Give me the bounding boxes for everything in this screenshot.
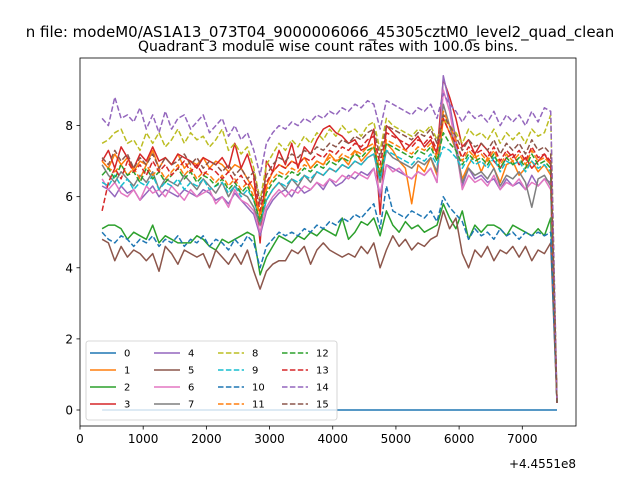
- y-tick-label: 0: [65, 404, 73, 418]
- x-tick-label: 5000: [381, 432, 412, 446]
- y-tick-label: 8: [65, 119, 73, 133]
- x-axis-offset-label: +4.4551e8: [509, 457, 576, 471]
- y-axis-ticks: 0 2 4 6 8: [65, 119, 80, 418]
- x-tick-label: 1000: [128, 432, 159, 446]
- legend-label-8: 8: [252, 349, 258, 360]
- x-tick-label: 6000: [444, 432, 475, 446]
- legend-label-13: 13: [316, 366, 329, 377]
- figure-suptitle: n file: modeM0/AS1A13_073T04_9000006066_…: [26, 23, 615, 42]
- legend-label-14: 14: [316, 383, 329, 394]
- x-tick-label: 0: [76, 432, 84, 446]
- series-line-5: [101, 210, 558, 403]
- legend-label-5: 5: [188, 366, 194, 377]
- series-line-10: [101, 185, 558, 403]
- series-line-6: [101, 89, 558, 403]
- series-line-2: [101, 203, 558, 403]
- legend-label-6: 6: [188, 383, 194, 394]
- x-axis-ticks: 0 1000 2000 3000 4000 5000 6000 7000: [76, 426, 538, 446]
- series-line-9: [101, 146, 558, 403]
- legend-box: [85, 340, 338, 421]
- series-line-14: [101, 92, 558, 403]
- legend-label-2: 2: [124, 383, 130, 394]
- legend-label-12: 12: [316, 349, 329, 360]
- y-tick-label: 6: [65, 190, 73, 204]
- legend-label-7: 7: [188, 400, 194, 411]
- chart-title: Quadrant 3 module wise count rates with …: [138, 39, 518, 55]
- y-tick-label: 2: [65, 332, 73, 346]
- legend-label-10: 10: [252, 383, 265, 394]
- legend-label-0: 0: [124, 349, 130, 360]
- series-line-15: [101, 114, 558, 403]
- series-line-13: [101, 117, 558, 403]
- x-tick-label: 7000: [507, 432, 538, 446]
- legend-label-9: 9: [252, 366, 258, 377]
- legend-label-4: 4: [188, 349, 194, 360]
- legend-label-3: 3: [124, 400, 130, 411]
- legend-label-15: 15: [316, 400, 329, 411]
- x-tick-label: 4000: [317, 432, 348, 446]
- legend-label-11: 11: [252, 400, 265, 411]
- legend-label-1: 1: [124, 366, 130, 377]
- x-tick-label: 2000: [191, 432, 222, 446]
- y-tick-label: 4: [65, 261, 73, 275]
- series-line-8: [101, 114, 558, 403]
- plot-frame: [79, 57, 577, 427]
- series-line-11: [101, 110, 558, 403]
- x-tick-label: 3000: [254, 432, 285, 446]
